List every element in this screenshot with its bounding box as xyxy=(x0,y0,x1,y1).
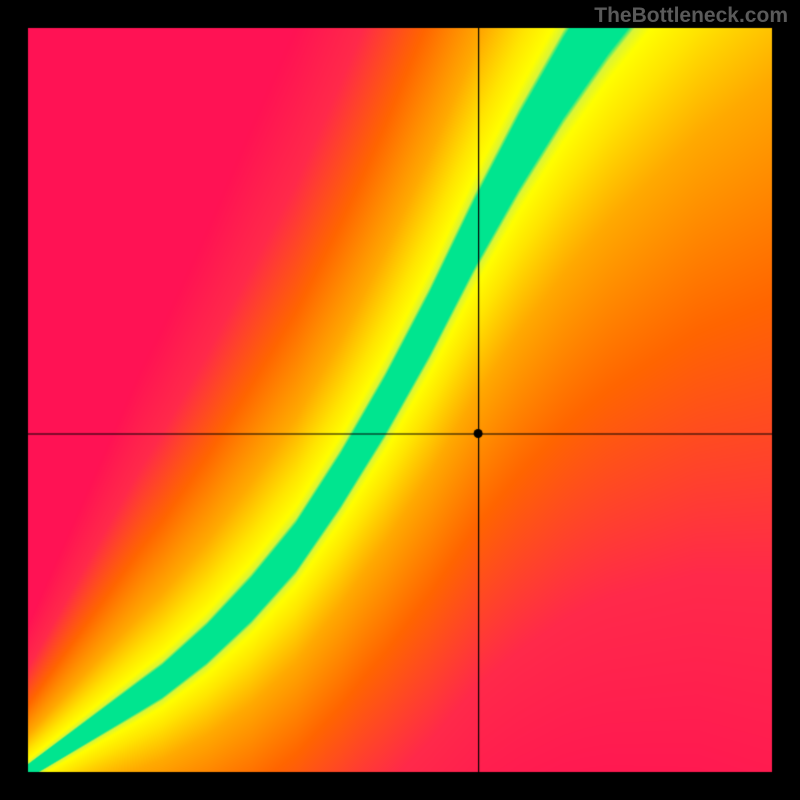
chart-container: TheBottleneck.com xyxy=(0,0,800,800)
bottleneck-heatmap xyxy=(0,0,800,800)
